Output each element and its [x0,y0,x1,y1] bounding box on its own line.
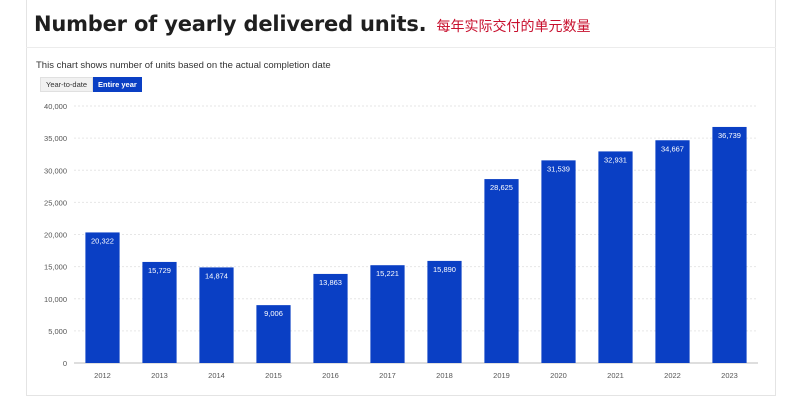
bar-2015[interactable] [256,305,291,363]
y-tick-label: 20,000 [44,231,67,240]
data-label-2021: 32,931 [604,155,627,164]
y-tick-label: 10,000 [44,295,67,304]
x-tick-label-2021: 2021 [607,371,624,380]
x-tick-label-2016: 2016 [322,371,339,380]
bar-2018[interactable] [427,260,462,363]
x-tick-label-2018: 2018 [436,371,453,380]
data-label-2012: 20,322 [91,236,114,245]
data-label-2014: 14,874 [205,271,228,280]
bar-2021[interactable] [598,151,633,363]
x-tick-label-2023: 2023 [721,371,738,380]
data-label-2013: 15,729 [148,266,171,275]
toggle-entire-year[interactable]: Entire year [93,77,142,92]
x-tick-label-2015: 2015 [265,371,282,380]
page-title: Number of yearly delivered units. [34,12,427,36]
toggle-year-to-date[interactable]: Year-to-date [40,77,94,92]
bar-2023[interactable] [712,126,747,363]
bar-2012[interactable] [85,232,120,363]
data-label-2018: 15,890 [433,265,456,274]
x-tick-label-2013: 2013 [151,371,168,380]
bar-2020[interactable] [541,160,576,363]
chart-description: This chart shows number of units based o… [36,60,331,71]
data-label-2020: 31,539 [547,164,570,173]
x-tick-label-2020: 2020 [550,371,567,380]
y-tick-label: 15,000 [44,263,67,272]
data-label-2023: 36,739 [718,131,741,140]
bar-2022[interactable] [655,140,690,363]
y-tick-label: 35,000 [44,134,67,143]
data-label-2019: 28,625 [490,183,513,192]
x-tick-label-2012: 2012 [94,371,111,380]
data-label-2017: 15,221 [376,269,399,278]
y-tick-label: 5,000 [48,327,67,336]
x-tick-label-2017: 2017 [379,371,396,380]
data-label-2022: 34,667 [661,144,684,153]
bar-2013[interactable] [142,261,177,363]
x-tick-label-2022: 2022 [664,371,681,380]
bar-2014[interactable] [199,267,234,363]
bar-2017[interactable] [370,265,405,363]
bar-2019[interactable] [484,179,519,363]
page-subtitle: 每年实际交付的单元数量 [436,19,591,35]
period-toggle: Year-to-date Entire year [40,77,142,92]
header-divider [26,47,776,48]
x-tick-label-2014: 2014 [208,371,225,380]
y-tick-label: 25,000 [44,198,67,207]
y-tick-label: 30,000 [44,166,67,175]
page-header: Number of yearly delivered units. 每年实际交付… [34,12,590,44]
y-tick-label: 40,000 [44,102,67,111]
y-tick-label: 0 [63,359,67,368]
data-label-2016: 13,863 [319,278,342,287]
data-label-2015: 9,006 [264,309,283,318]
bar-2016[interactable] [313,273,348,363]
x-tick-label-2019: 2019 [493,371,510,380]
